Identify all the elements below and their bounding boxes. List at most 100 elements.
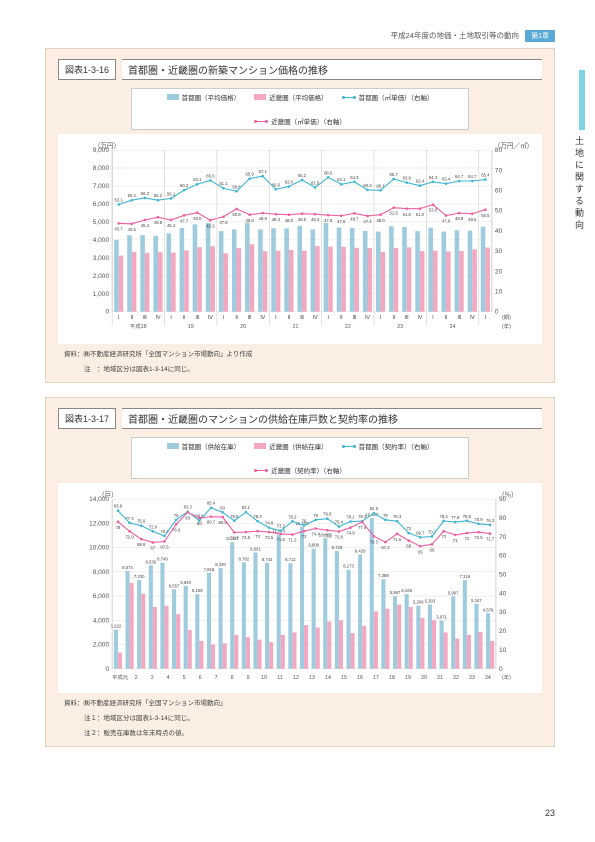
svg-text:67.5: 67.5: [160, 545, 169, 550]
chart-1-title: 首都圏・近畿圏の新築マンション価格の推移: [122, 59, 542, 80]
svg-text:Ⅲ: Ⅲ: [353, 315, 357, 321]
svg-text:82.5: 82.5: [370, 506, 379, 511]
svg-text:78.4: 78.4: [439, 514, 448, 519]
svg-text:20: 20: [499, 628, 507, 635]
svg-text:80: 80: [499, 515, 507, 522]
svg-text:Ⅲ: Ⅲ: [248, 315, 252, 321]
svg-text:30: 30: [495, 248, 503, 255]
svg-text:63.9: 63.9: [403, 176, 412, 181]
svg-text:62.4: 62.4: [416, 179, 425, 184]
svg-text:48.0: 48.0: [246, 218, 255, 223]
svg-text:Ⅰ: Ⅰ: [485, 315, 487, 321]
svg-text:21: 21: [292, 324, 298, 330]
svg-text:（％）: （％）: [498, 491, 518, 499]
svg-text:63.1: 63.1: [337, 177, 346, 182]
svg-text:85.4: 85.4: [207, 501, 216, 506]
svg-text:73: 73: [441, 534, 446, 539]
svg-text:67.1: 67.1: [259, 169, 268, 174]
svg-text:Ⅱ: Ⅱ: [288, 315, 291, 321]
svg-text:0: 0: [495, 309, 499, 316]
svg-text:8,330: 8,330: [215, 562, 226, 567]
svg-text:67: 67: [150, 546, 155, 551]
svg-text:7,389: 7,389: [378, 573, 389, 578]
svg-text:12: 12: [293, 675, 299, 681]
svg-text:24: 24: [450, 324, 456, 330]
svg-text:8,074: 8,074: [122, 565, 133, 570]
svg-text:6,557: 6,557: [169, 583, 180, 588]
svg-text:0: 0: [105, 666, 109, 673]
svg-text:10: 10: [499, 647, 507, 654]
svg-text:72.3: 72.3: [230, 536, 239, 541]
svg-text:2,000: 2,000: [93, 273, 110, 280]
svg-text:83: 83: [220, 505, 225, 510]
svg-text:48.3: 48.3: [272, 217, 281, 222]
svg-text:8,536: 8,536: [146, 559, 157, 564]
chart-1-id: 図表1-3-16: [58, 59, 116, 80]
svg-text:50.9: 50.9: [232, 212, 241, 217]
svg-text:47.8: 47.8: [324, 218, 333, 223]
svg-text:78: 78: [116, 525, 121, 530]
svg-text:71.6: 71.6: [393, 537, 402, 542]
svg-text:45.3: 45.3: [206, 223, 215, 228]
svg-text:15: 15: [341, 675, 347, 681]
svg-text:Ⅳ: Ⅳ: [260, 315, 265, 321]
svg-text:62.0: 62.0: [285, 179, 294, 184]
svg-text:5,303: 5,303: [425, 599, 436, 604]
svg-text:72.5: 72.5: [474, 535, 483, 540]
svg-text:Ⅱ: Ⅱ: [130, 315, 133, 321]
svg-text:74.4: 74.4: [312, 532, 321, 537]
svg-text:73.5: 73.5: [323, 533, 332, 538]
svg-text:23: 23: [469, 675, 475, 681]
svg-text:74.9: 74.9: [346, 531, 355, 536]
svg-text:46.8: 46.8: [154, 220, 163, 225]
svg-text:64.3: 64.3: [350, 175, 359, 180]
chart-2-svg: 02,0004,0006,0008,00010,00012,00014,0000…: [64, 489, 536, 691]
svg-text:78.3: 78.3: [393, 514, 402, 519]
chart-2-note1: 注１：地域区分は図表1-3-14に同じ。: [58, 714, 542, 723]
chart-1: 図表1-3-16 首都圏・近畿圏の新築マンション価格の推移 首都圏（平均価格） …: [45, 48, 555, 383]
chart-2-id: 図表1-3-17: [58, 408, 116, 429]
svg-text:(年): (年): [502, 322, 511, 330]
svg-text:7,918: 7,918: [204, 567, 215, 572]
svg-text:9,908: 9,908: [308, 543, 319, 548]
svg-text:40: 40: [499, 591, 507, 598]
svg-text:53.0: 53.0: [429, 208, 438, 213]
svg-text:9,601: 9,601: [250, 547, 261, 552]
svg-text:72: 72: [465, 536, 470, 541]
svg-text:Ⅱ: Ⅱ: [445, 315, 448, 321]
svg-text:63.1: 63.1: [193, 177, 202, 182]
svg-text:70.3: 70.3: [370, 539, 379, 544]
chart-2-note2: 注２：販売在庫数は年末時点の値。: [58, 729, 542, 738]
svg-text:67.2: 67.2: [381, 545, 390, 550]
page-number: 23: [545, 808, 555, 818]
svg-text:73: 73: [302, 534, 307, 539]
svg-text:10: 10: [261, 675, 267, 681]
svg-text:65.7: 65.7: [390, 172, 399, 177]
svg-text:73: 73: [255, 534, 260, 539]
svg-text:Ⅲ: Ⅲ: [457, 315, 461, 321]
svg-text:Ⅰ: Ⅰ: [170, 315, 172, 321]
svg-text:（万円／㎡）: （万円／㎡）: [494, 141, 533, 150]
svg-text:74.8: 74.8: [265, 521, 274, 526]
svg-text:71.2: 71.2: [288, 538, 297, 543]
svg-text:Ⅰ: Ⅰ: [118, 315, 120, 321]
svg-text:2,000: 2,000: [93, 642, 110, 649]
svg-text:61.1: 61.1: [219, 181, 228, 186]
chart-1-svg: 01,0002,0003,0004,0005,0006,0007,0008,00…: [64, 140, 536, 342]
svg-text:72: 72: [406, 526, 411, 531]
svg-text:9: 9: [247, 675, 250, 681]
svg-text:8,000: 8,000: [93, 165, 110, 172]
svg-text:23: 23: [397, 324, 403, 330]
svg-text:Ⅰ: Ⅰ: [275, 315, 277, 321]
svg-text:7: 7: [215, 675, 218, 681]
svg-text:47.6: 47.6: [442, 219, 451, 224]
svg-text:72.9: 72.9: [125, 535, 134, 540]
svg-text:Ⅳ: Ⅳ: [313, 315, 318, 321]
svg-text:18: 18: [389, 675, 395, 681]
svg-text:20: 20: [421, 675, 427, 681]
svg-text:6,840: 6,840: [180, 580, 191, 585]
svg-text:平成18: 平成18: [130, 322, 147, 330]
svg-text:53.1: 53.1: [115, 197, 124, 202]
svg-text:77.8: 77.8: [451, 515, 460, 520]
svg-text:8,742: 8,742: [262, 557, 273, 562]
